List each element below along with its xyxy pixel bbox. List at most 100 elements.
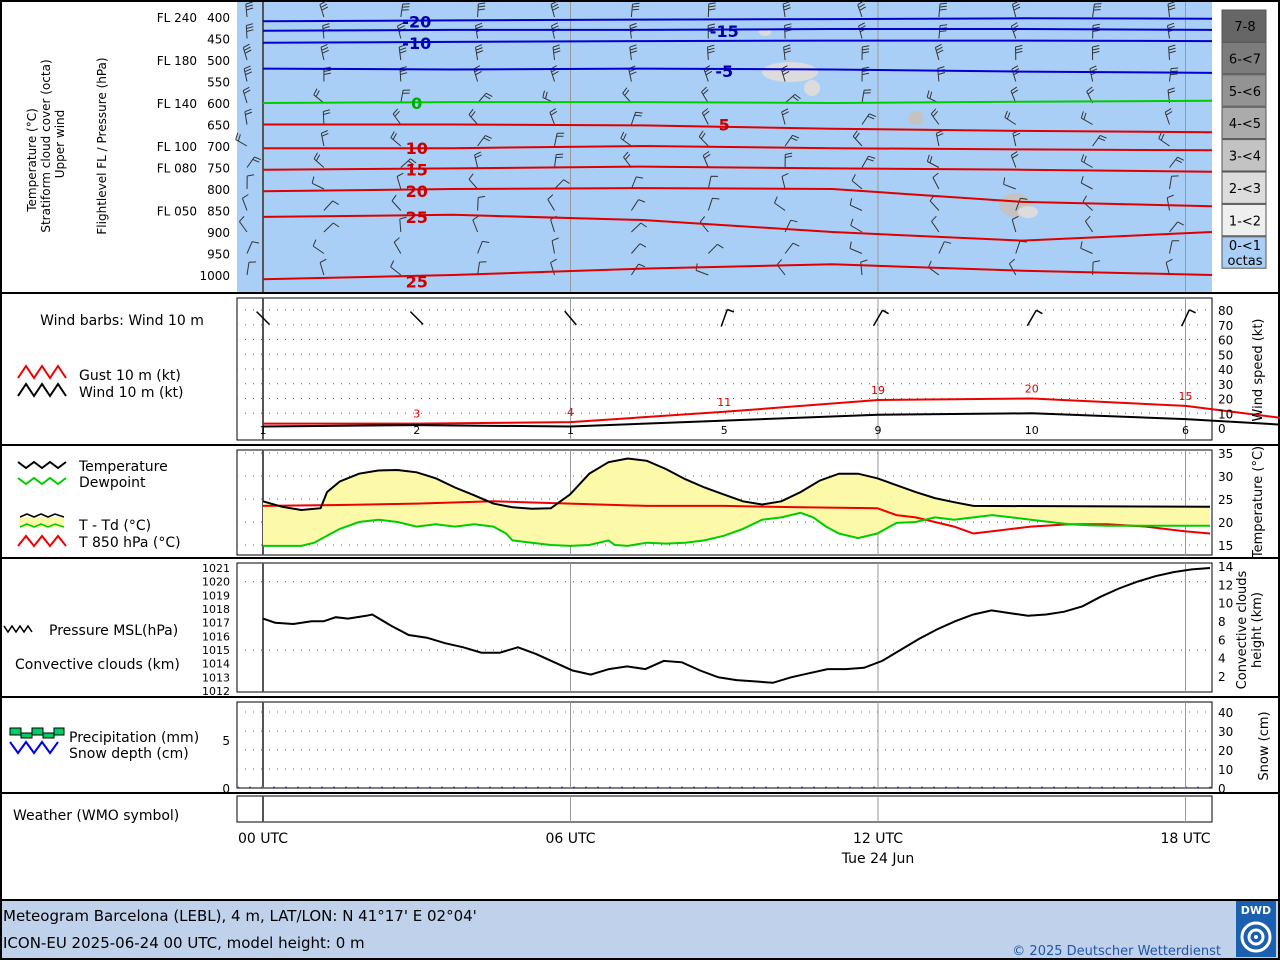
spread-legend-icon-top — [19, 513, 65, 518]
isotherm-labels: -20-15-10-5051015202525302530252525 — [402, 12, 738, 291]
upper-wind-barb — [629, 22, 638, 39]
flight-level-label: FL 240 — [157, 11, 197, 25]
isotherm-label: 15 — [406, 161, 428, 180]
dwd-logo-swirl-icon — [1240, 921, 1272, 953]
precipitation-grid — [237, 702, 1212, 788]
wind-axis-label: Wind speed (kt) — [1251, 319, 1266, 422]
upper-wind-barb — [707, 23, 716, 39]
isotherm-line — [262, 213, 1213, 242]
temperature-tick-label: 20 — [1218, 516, 1233, 530]
flight-level-label: FL 050 — [157, 205, 197, 219]
upper-wind-barb — [1164, 108, 1173, 125]
flight-level-label: FL 140 — [157, 97, 197, 111]
pressure-tick-label: 1018 — [202, 603, 230, 616]
cloud-patch — [804, 80, 820, 96]
upper-wind-barb — [1165, 258, 1173, 276]
spread-legend-label: T - Td (°C) — [78, 518, 151, 534]
wind-value-label: 5 — [721, 424, 728, 437]
pressure-axis: 1012101310141015101610171018101910201021… — [202, 560, 1233, 698]
upper-wind-barb — [547, 194, 555, 211]
wind-legend-icon — [17, 382, 67, 398]
upper-wind-barb — [323, 222, 340, 233]
isotherm-line — [262, 39, 1213, 44]
t850-legend-icon — [17, 534, 67, 548]
upper-wind-barb — [1003, 177, 1016, 190]
upper-wind-barb — [319, 258, 327, 276]
footer-station-line: Meteogram Barcelona (LEBL), 4 m, LAT/LON… — [3, 907, 477, 925]
isotherm-line — [262, 263, 1213, 281]
cloud-legend-label: 0-<1 — [1229, 239, 1261, 254]
cloud-legend-swatch — [1221, 41, 1267, 75]
upper-wind-barb — [313, 88, 325, 104]
upper-wind-barb — [1008, 258, 1017, 276]
upper-wind-barb — [320, 130, 329, 147]
surface-wind-barb — [1181, 309, 1196, 327]
cloud-legend-label: 5-<6 — [1229, 85, 1261, 100]
upper-wind-barb — [937, 66, 946, 82]
convective-tick-label: 4 — [1218, 652, 1226, 666]
isotherm-line — [262, 99, 1213, 105]
upper-wind-barb — [780, 65, 790, 82]
gust-legend-label: Gust 10 m (kt) — [79, 368, 181, 384]
cloud-legend-swatch — [1221, 106, 1267, 140]
surface-wind-barbs — [256, 308, 1196, 327]
upper-wind-barb — [396, 172, 404, 190]
upper-wind-barb — [475, 22, 484, 39]
dewpoint-series-line — [263, 511, 1210, 547]
isotherm-label: -10 — [402, 34, 431, 53]
upper-wind-barb — [1168, 44, 1176, 61]
temperature-panel: 15 20 25 30 35 Temperature Dewpoint T - Td (… — [17, 446, 1266, 559]
pressure-axis: 400 450 500 550 600 650 700 750 800 850 900 950 1000… — [157, 11, 230, 283]
upper-wind-barb — [242, 43, 252, 61]
upper-wind-barb — [400, 89, 411, 104]
cloud-legend-swatch — [1221, 203, 1267, 237]
upper-wind-barb — [554, 153, 564, 168]
pressure-legend-icon — [3, 624, 33, 634]
precipitation-panel: 0 5 0 10 20 30 40 Precipitation (mm) Snow dept… — [9, 701, 1272, 796]
upper-wind-barb — [702, 151, 711, 168]
upper-wind-barb — [850, 218, 863, 233]
upper-wind-barb — [312, 239, 325, 254]
upper-wind-barb — [698, 130, 709, 147]
wind-tick-label: 80 — [1218, 304, 1233, 318]
upper-wind-barb — [860, 259, 868, 276]
upper-wind-barb — [390, 260, 402, 276]
gust-value-labels: 34111920152444318171333551122221654 — [413, 383, 1192, 421]
upper-wind-barb — [852, 130, 863, 147]
gust-series-line — [263, 397, 1280, 425]
upper-wind-barb — [707, 2, 716, 18]
wind-value-labels: 1215910602231975223251110632 — [260, 424, 1190, 437]
upper-wind-barb — [393, 237, 402, 254]
upper-wind-barb — [554, 179, 570, 190]
upper-wind-barb — [630, 199, 646, 211]
pressure-tick-label: 1017 — [202, 617, 230, 630]
pressure-tick-label: 850 — [207, 205, 230, 219]
upper-wind-barb — [857, 0, 866, 18]
upper-wind-barb — [851, 174, 863, 190]
cloud-patch — [762, 62, 818, 82]
upper-wind-barb — [629, 44, 638, 61]
upper-wind-barb — [784, 134, 800, 147]
precip-tick-label: 5 — [222, 734, 230, 748]
temperature-axis: 15 20 25 30 35 — [1218, 447, 1233, 553]
flight-level-label: FL 180 — [157, 54, 197, 68]
isotherm-line — [262, 67, 1213, 74]
precipitation-axis: 0 5 0 10 20 30 40 — [222, 706, 1233, 796]
convective-tick-label: 8 — [1218, 615, 1226, 629]
upper-wind-barb — [630, 176, 644, 190]
isotherm-label: -20 — [402, 12, 431, 31]
wind-tick-label: 20 — [1218, 393, 1233, 407]
dwd-logo-swirl-icon — [1247, 928, 1265, 946]
isotherm-label: 0 — [411, 94, 422, 113]
wind-barbs-title: Wind barbs: Wind 10 m — [40, 313, 204, 329]
upper-wind-barb — [1080, 154, 1093, 168]
wind-plot-area — [236, 297, 1213, 441]
isotherm-line — [262, 28, 1213, 32]
isotherm-label: -5 — [715, 62, 733, 81]
temperature-legend-icon — [17, 460, 67, 470]
upper-wind-barb — [390, 131, 402, 147]
upper-wind-barb — [473, 65, 482, 82]
weather-panel: Weather (WMO symbol) — [13, 795, 1213, 824]
wind-tick-label: 70 — [1218, 319, 1233, 333]
upper-wind-barb — [849, 198, 863, 211]
